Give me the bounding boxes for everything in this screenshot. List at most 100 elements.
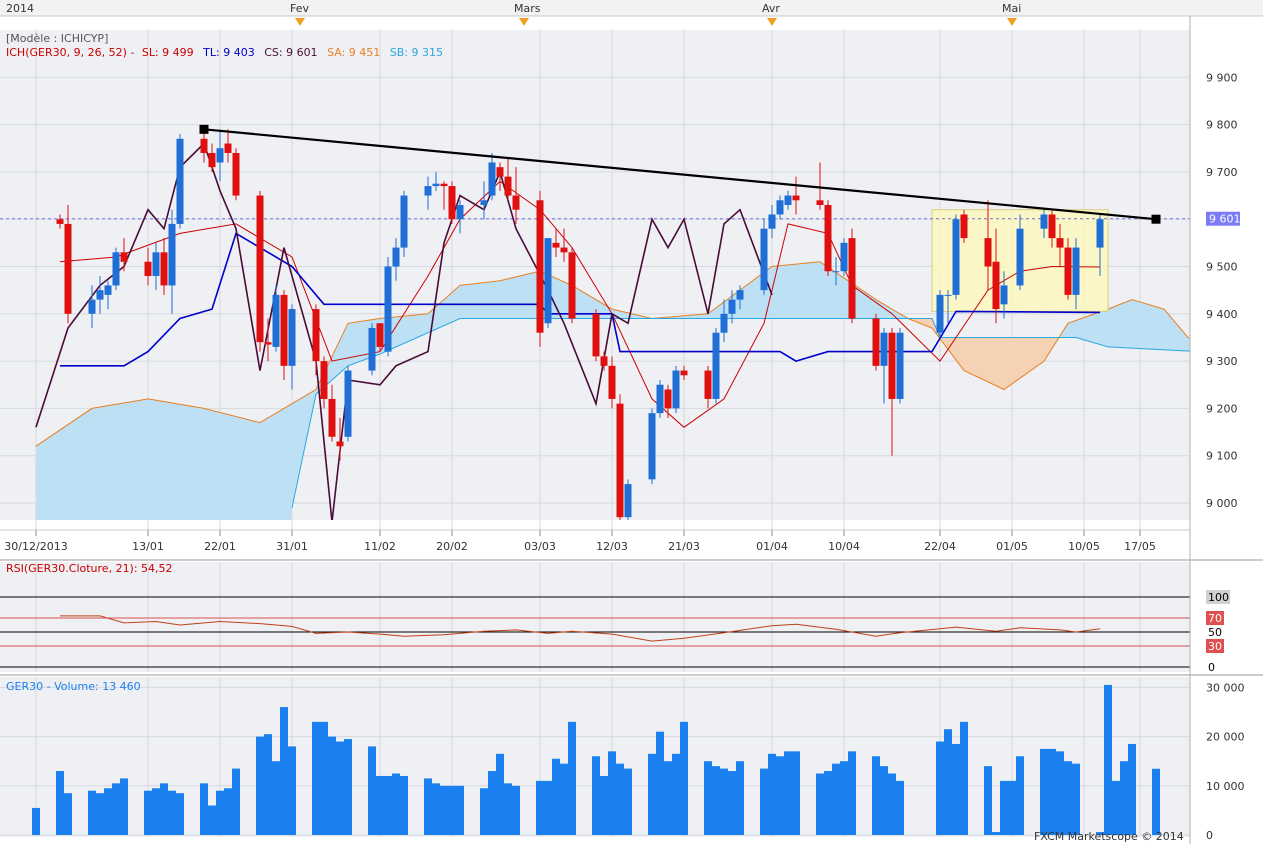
candle-body — [960, 214, 968, 239]
volume-bar — [312, 721, 320, 835]
candle-body — [1056, 238, 1064, 248]
candle-body — [760, 228, 768, 291]
bullish-candle — [1040, 209, 1048, 239]
ich-params: ICH(GER30, 9, 26, 52) - — [6, 46, 134, 59]
cloud-segment — [204, 408, 213, 520]
volume-bar — [1008, 780, 1016, 835]
cloud-segment — [468, 283, 477, 319]
candle-body — [152, 252, 160, 276]
volume-bar — [656, 731, 664, 835]
cloud-segment — [212, 410, 221, 520]
candle-body — [384, 266, 392, 352]
cloud-segment — [500, 278, 509, 319]
cloud-segment — [524, 273, 533, 319]
candle-body — [200, 138, 208, 153]
price-tick-label: 9 900 — [1206, 71, 1238, 84]
cloud-segment — [148, 398, 157, 520]
bullish-candle — [456, 200, 464, 234]
cloud-segment — [460, 284, 469, 319]
volume-bar — [824, 771, 832, 835]
candle-body — [272, 294, 280, 347]
candle-body — [872, 318, 880, 366]
volume-bar — [1104, 684, 1112, 835]
month-label: 2014 — [6, 2, 34, 15]
chikou-span-line — [35, 142, 773, 520]
bearish-candle — [120, 238, 128, 272]
candle-body — [392, 247, 400, 267]
volume-bars — [32, 684, 1160, 835]
price-tick-label: 9 200 — [1206, 402, 1238, 415]
bullish-candle — [896, 327, 904, 404]
cloud-segment — [812, 261, 821, 319]
cloud-segment — [1012, 337, 1021, 384]
volume-bar — [448, 785, 456, 835]
cloud-segment — [404, 315, 413, 344]
bearish-candle — [560, 228, 568, 262]
volume-bar — [1040, 748, 1048, 835]
cloud-segment — [1004, 337, 1013, 390]
volume-bar — [1128, 743, 1136, 835]
cloud-segment — [708, 307, 717, 319]
cloud-segment — [60, 424, 69, 520]
current-price-tag: 9 601 — [1206, 211, 1241, 226]
candle-body — [496, 167, 504, 177]
bullish-candle — [952, 214, 960, 300]
month-marker-icon — [519, 18, 529, 26]
bullish-candle — [728, 290, 736, 324]
cloud-segment — [1124, 299, 1133, 349]
bullish-candle — [480, 181, 488, 220]
month-label: Mars — [514, 2, 541, 15]
trendline-anchor-handle — [1151, 214, 1161, 224]
date-tick-label: 10/04 — [828, 540, 860, 553]
cloud-segment — [820, 261, 829, 319]
volume-bar — [552, 758, 560, 835]
bullish-candle — [288, 304, 296, 390]
volume-bar — [1064, 761, 1072, 835]
volume-bar — [608, 751, 616, 835]
candle-body — [624, 484, 632, 518]
candle-body — [664, 389, 672, 409]
candle-body — [1016, 228, 1024, 286]
volume-bar — [760, 768, 768, 835]
month-marker-icon — [767, 18, 777, 26]
cloud-segment — [1020, 337, 1029, 379]
kijun-sen-line — [60, 232, 1101, 367]
cloud-segment — [164, 401, 173, 520]
candle-body — [400, 195, 408, 248]
cloud-segment — [1076, 317, 1085, 340]
bearish-candle — [64, 205, 72, 324]
rsi-tick-label: 50 — [1208, 626, 1222, 639]
resistance-trendline[interactable] — [199, 124, 1161, 224]
candle-body — [120, 252, 128, 262]
cloud-segment — [1060, 323, 1069, 338]
candle-body — [280, 294, 288, 366]
cloud-segment — [1068, 320, 1077, 338]
cloud-segment — [1036, 337, 1045, 367]
volume-bar — [32, 807, 40, 835]
cloud-segment — [1084, 314, 1093, 343]
bearish-candle — [552, 228, 560, 258]
cloud-segment — [1116, 302, 1125, 348]
volume-bar — [776, 756, 784, 835]
bearish-candle — [848, 228, 856, 324]
candle-body — [288, 309, 296, 366]
bullish-candle — [168, 209, 176, 314]
price-tick-label: 9 700 — [1206, 166, 1238, 179]
cloud-segment — [228, 414, 237, 520]
candle-body — [488, 162, 496, 196]
volume-bar — [104, 788, 112, 835]
cloud-segment — [220, 412, 229, 520]
volume-bar — [224, 788, 232, 835]
volume-bar — [936, 741, 944, 835]
candle-body — [264, 342, 272, 345]
volume-axis: 30 000 20 000 10 000 0 — [1206, 681, 1245, 842]
bullish-candle — [880, 327, 888, 404]
bearish-candle — [496, 162, 504, 191]
cloud-segment — [988, 337, 997, 386]
price-tick-label: 9 100 — [1206, 450, 1238, 463]
bullish-candle — [1000, 271, 1008, 319]
volume-bar — [672, 753, 680, 835]
volume-label: GER30 - Volume: 13 460 — [6, 680, 141, 693]
candle-body — [144, 261, 152, 276]
